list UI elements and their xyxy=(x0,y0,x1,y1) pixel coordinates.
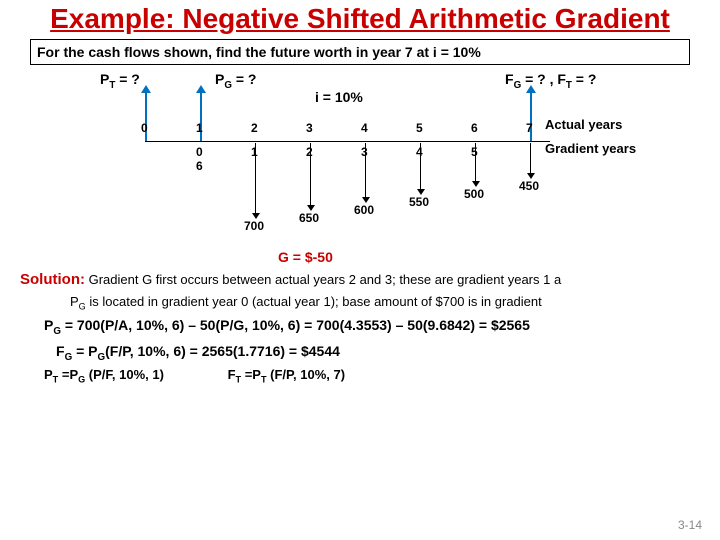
pg-label: PG = ? xyxy=(215,71,256,91)
actual-years-label: Actual years xyxy=(545,117,622,132)
cashflow-diagram: PT = ? PG = ? FG = ? , FT = ? i = 10% 0 … xyxy=(30,71,690,271)
solution-line2: PG is located in gradient year 0 (actual… xyxy=(70,294,542,309)
rate-label: i = 10% xyxy=(315,89,363,105)
equation-ft: FT =PT (F/P, 10%, 7) xyxy=(228,367,345,382)
timeline xyxy=(145,141,550,142)
solution-label: Solution: xyxy=(20,271,85,288)
fg-label: FG = ? , FT = ? xyxy=(505,71,596,91)
equation-pg: PG = 700(P/A, 10%, 6) – 50(P/G, 10%, 6) … xyxy=(44,317,700,337)
solution-block: Solution: Gradient G first occurs betwee… xyxy=(20,271,700,385)
solution-line1: Gradient G first occurs between actual y… xyxy=(89,272,562,287)
problem-statement: For the cash flows shown, find the futur… xyxy=(30,39,690,65)
pt-label: PT = ? xyxy=(100,71,140,91)
cf-arrow-450 xyxy=(530,143,531,173)
cf-arrow-600 xyxy=(365,143,366,197)
year-0: 0 xyxy=(141,121,148,135)
year-2: 2 xyxy=(251,121,258,135)
cf-600: 600 xyxy=(354,203,374,217)
gyear-6-extra: 6 xyxy=(196,159,203,173)
year-3: 3 xyxy=(306,121,313,135)
year-4: 4 xyxy=(361,121,368,135)
year-1: 1 xyxy=(196,121,203,135)
year-6: 6 xyxy=(471,121,478,135)
g-value: G = $-50 xyxy=(278,249,333,265)
cf-650: 650 xyxy=(299,211,319,225)
cf-500: 500 xyxy=(464,187,484,201)
cf-arrow-700 xyxy=(255,143,256,213)
cf-450: 450 xyxy=(519,179,539,193)
slide-title: Example: Negative Shifted Arithmetic Gra… xyxy=(0,0,720,35)
cf-arrow-650 xyxy=(310,143,311,205)
year-7: 7 xyxy=(526,121,533,135)
cf-arrow-550 xyxy=(420,143,421,189)
equation-fg: FG = PG(F/P, 10%, 6) = 2565(1.7716) = $4… xyxy=(56,343,700,363)
page-number: 3-14 xyxy=(678,518,702,532)
gyear-0: 0 xyxy=(196,145,203,159)
equation-pt: PT =PG (P/F, 10%, 1) xyxy=(44,367,164,382)
year-5: 5 xyxy=(416,121,423,135)
gradient-years-label: Gradient years xyxy=(545,141,636,156)
cf-550: 550 xyxy=(409,195,429,209)
cf-arrow-500 xyxy=(475,143,476,181)
cf-700: 700 xyxy=(244,219,264,233)
